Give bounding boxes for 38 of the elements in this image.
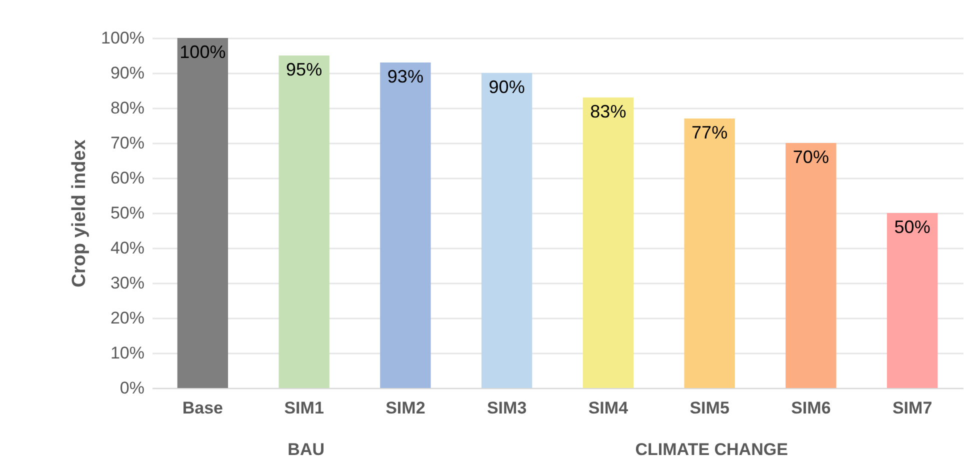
y-tick-label: 10% [110, 344, 144, 362]
data-label: 93% [387, 66, 424, 86]
y-tick-label: 70% [110, 134, 144, 152]
data-label: 83% [590, 102, 626, 122]
data-label: 100% [180, 42, 226, 62]
y-tick-label: 40% [110, 238, 144, 258]
y-tick-label: 60% [110, 168, 144, 188]
data-label: 95% [286, 60, 322, 80]
y-axis-title: Crop yield index [69, 139, 90, 288]
data-label: 90% [488, 77, 525, 97]
bar [380, 62, 431, 388]
y-tick-label: 30% [110, 274, 144, 292]
x-tick-label: SIM5 [690, 398, 730, 418]
x-tick-label: SIM2 [386, 398, 426, 418]
y-tick-label: 0% [120, 378, 144, 398]
data-label: 50% [894, 217, 930, 237]
data-label: 70% [792, 147, 829, 167]
x-tick-label: SIM7 [892, 398, 932, 418]
bar [481, 73, 532, 388]
x-tick-label: SIM6 [791, 398, 831, 418]
bar [177, 38, 228, 388]
bar [684, 118, 735, 388]
text: CLIMATE CHANGE [635, 440, 788, 459]
data-label: 77% [692, 122, 728, 142]
y-tick-label: 80% [110, 98, 144, 118]
y-tick-label: 20% [110, 308, 144, 328]
y-tick-label: 100% [101, 28, 144, 48]
text: BAU [288, 440, 325, 459]
bar [886, 213, 938, 388]
x-tick-label: SIM4 [588, 398, 629, 418]
bar [582, 98, 634, 388]
bar [786, 143, 836, 388]
y-tick-label: 50% [110, 204, 144, 222]
x-tick-label: SIM3 [486, 398, 527, 418]
y-tick-label: 90% [110, 64, 144, 82]
x-tick-label: SIM1 [284, 398, 324, 418]
x-tick-label: Base [182, 398, 224, 418]
bar [278, 56, 330, 388]
